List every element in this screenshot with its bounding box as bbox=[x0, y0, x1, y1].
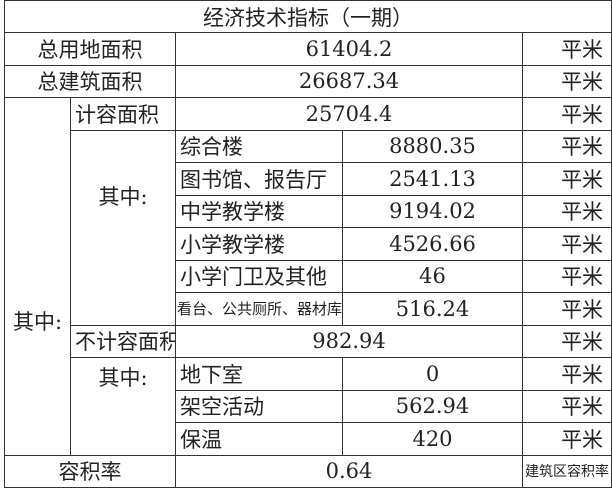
item-label: 综合楼 bbox=[175, 129, 343, 163]
title-row: 经济技术指标（一期） bbox=[3, 0, 613, 33]
unit: 平米 bbox=[521, 162, 613, 196]
ratio-unit: 建筑区容积率 bbox=[521, 454, 613, 488]
item-label: 架空活动 bbox=[175, 389, 343, 423]
item-label: 小学教学楼 bbox=[175, 227, 343, 261]
nonfar-of-which-label: 其中: bbox=[70, 357, 176, 456]
table-row: 架空活动 562.94 平米 bbox=[5, 389, 613, 423]
item-label: 看台、公共厕所、器材库 bbox=[175, 292, 343, 326]
item-label: 小学门卫及其他 bbox=[175, 259, 343, 293]
table-row: 保温 420 平米 bbox=[5, 422, 613, 456]
ratio-label: 容积率 bbox=[4, 454, 176, 488]
unit: 平米 bbox=[521, 357, 613, 391]
ratio-value: 0.64 bbox=[175, 454, 523, 488]
unit: 平米 bbox=[521, 389, 613, 423]
item-value: 8880.35 bbox=[342, 129, 523, 163]
of-which-label: 其中: bbox=[4, 97, 71, 456]
nonfar-area-label: 不计容面积 bbox=[70, 324, 176, 358]
land-label: 总用地面积 bbox=[4, 32, 176, 66]
unit: 平米 bbox=[521, 227, 613, 261]
nonfar-area-value: 982.94 bbox=[175, 324, 523, 358]
item-value: 0 bbox=[342, 357, 523, 391]
unit: 平米 bbox=[521, 324, 613, 358]
item-value: 4526.66 bbox=[342, 227, 523, 261]
unit: 平米 bbox=[521, 194, 613, 228]
economic-indicators-table: 经济技术指标（一期） 总用地面积 61404.2 平米 总建筑面积 26687.… bbox=[3, 0, 613, 488]
item-value: 46 bbox=[342, 259, 523, 293]
far-area-value: 25704.4 bbox=[175, 97, 523, 131]
table-row: 其中: 综合楼 8880.35 平米 bbox=[5, 129, 613, 326]
item-value: 562.94 bbox=[342, 389, 523, 423]
table-row: 总用地面积 61404.2 平米 bbox=[4, 32, 613, 66]
land-value: 61404.2 bbox=[175, 32, 523, 66]
table-row: 其中: 计容面积 25704.4 平米 bbox=[4, 97, 613, 456]
building-label: 总建筑面积 bbox=[4, 64, 176, 98]
unit: 平米 bbox=[521, 32, 613, 66]
item-value: 9194.02 bbox=[342, 194, 523, 228]
table-row: 不计容面积 982.94 平米 bbox=[5, 324, 613, 358]
far-area-label: 计容面积 bbox=[70, 97, 176, 131]
far-of-which-label: 其中: bbox=[70, 129, 176, 326]
building-value: 26687.34 bbox=[175, 64, 523, 98]
item-label: 图书馆、报告厅 bbox=[175, 162, 343, 196]
table-row: 总建筑面积 26687.34 平米 bbox=[4, 64, 613, 98]
table-row: 容积率 0.64 建筑区容积率 bbox=[4, 454, 613, 488]
unit: 平米 bbox=[521, 129, 613, 163]
item-label: 中学教学楼 bbox=[175, 194, 343, 228]
unit: 平米 bbox=[521, 422, 613, 456]
table-row: 其中: 地下室 0 平米 bbox=[5, 357, 613, 456]
table-title: 经济技术指标（一期） bbox=[3, 0, 613, 33]
unit: 平米 bbox=[521, 97, 613, 131]
unit: 平米 bbox=[521, 64, 613, 98]
item-label: 保温 bbox=[175, 422, 343, 456]
table-row: 图书馆、报告厅 2541.13 平米 bbox=[5, 162, 613, 196]
item-value: 420 bbox=[342, 422, 523, 456]
unit: 平米 bbox=[521, 292, 613, 326]
item-value: 516.24 bbox=[342, 292, 523, 326]
unit: 平米 bbox=[521, 259, 613, 293]
item-label: 地下室 bbox=[175, 357, 343, 391]
table-row: 小学门卫及其他 46 平米 bbox=[5, 259, 613, 293]
item-value: 2541.13 bbox=[342, 162, 523, 196]
